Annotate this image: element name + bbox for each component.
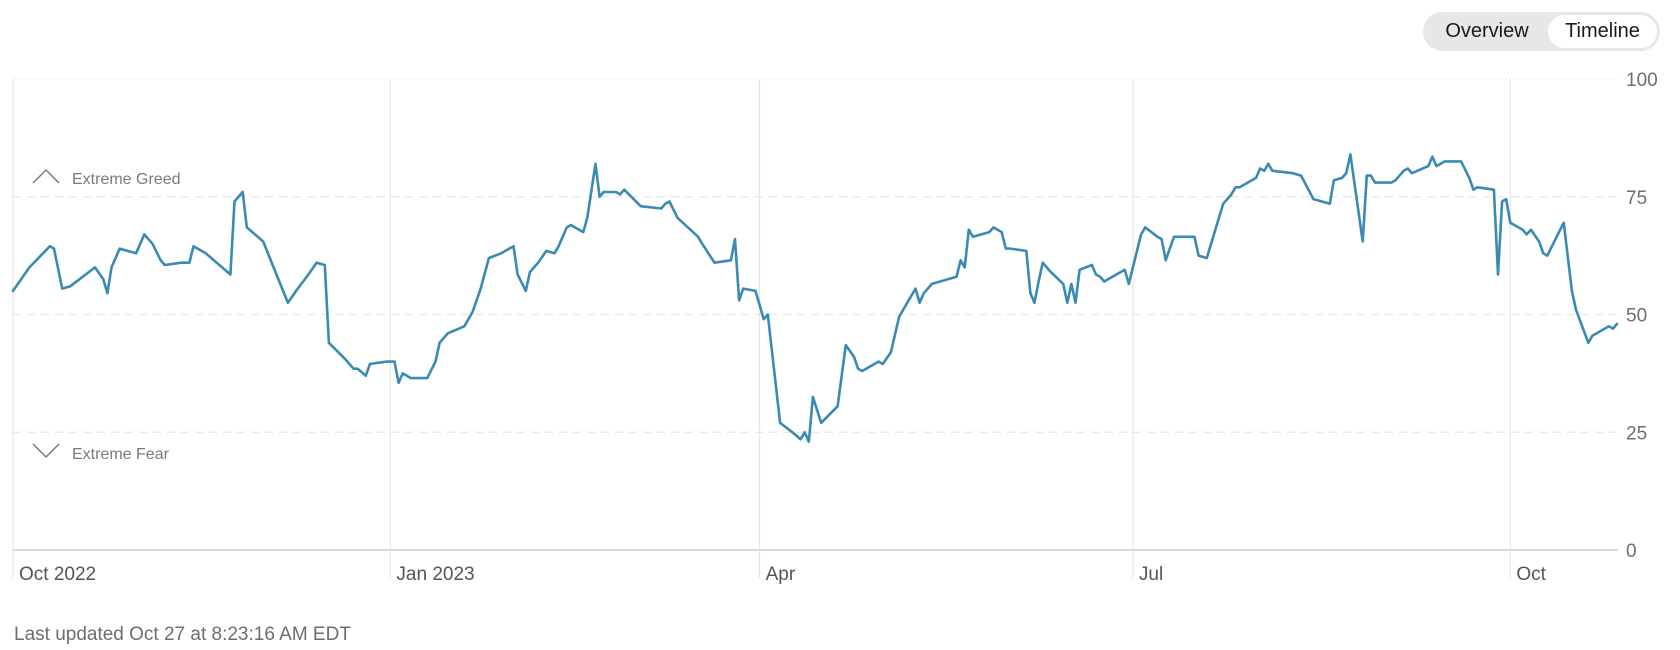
grid-layer [12, 78, 1618, 578]
x-tick-label: Jul [1139, 564, 1163, 585]
chevron-down-icon [32, 443, 60, 459]
y-tick-label: 100 [1626, 70, 1658, 91]
x-tick-label: Apr [766, 564, 796, 585]
series-line [11, 153, 1619, 444]
chevron-up-icon [32, 168, 60, 184]
y-tick-label: 0 [1626, 541, 1637, 562]
extreme-fear-label: Extreme Fear [72, 446, 170, 463]
x-tick-label: Oct 2022 [19, 564, 96, 585]
timeline-button[interactable]: Timeline [1548, 15, 1657, 48]
overview-button[interactable]: Overview [1445, 20, 1529, 42]
x-tick-label: Oct [1516, 564, 1546, 585]
extreme-greed-label: Extreme Greed [72, 171, 180, 188]
axis-labels: Oct 2022 Jan 2023 Apr Jul Oct 0 25 50 75 100 [19, 70, 1658, 585]
zone-annotations: Extreme Greed Extreme Fear [32, 168, 180, 463]
timeline-chart: Extreme Greed Extreme Fear Oct 2022 Jan 20… [11, 70, 1658, 585]
y-tick-label: 25 [1626, 423, 1647, 444]
y-tick-label: 50 [1626, 306, 1647, 327]
last-updated-text: Last updated Oct 27 at 8:23:16 AM EDT [14, 624, 351, 645]
series-layer [11, 153, 1619, 444]
view-toggle: Overview Timeline [1423, 12, 1660, 51]
y-tick-label: 75 [1626, 188, 1647, 209]
x-tick-label: Jan 2023 [396, 564, 474, 585]
